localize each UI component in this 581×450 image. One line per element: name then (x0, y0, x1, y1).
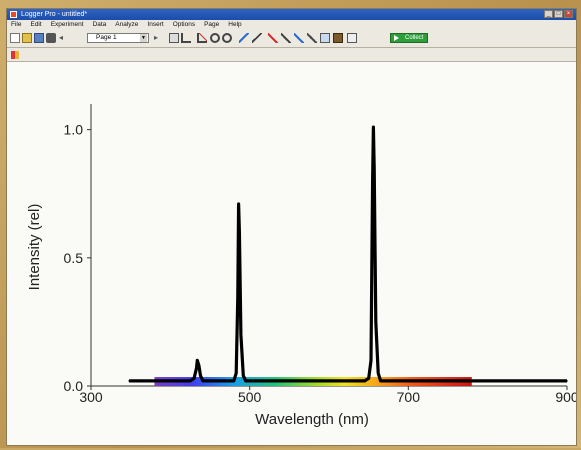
close-icon[interactable]: × (564, 10, 573, 18)
x-axis-label: Wavelength (nm) (255, 411, 369, 428)
new-file-icon[interactable] (10, 33, 20, 43)
tangent-icon[interactable] (252, 33, 262, 43)
spectrum-data-point (238, 231, 241, 233)
spectrum-data-point (242, 374, 245, 377)
spectrum-data-point (370, 359, 372, 362)
spectrum-data-point (233, 380, 235, 382)
y-tick-label: 0.5 (64, 250, 84, 266)
curve-fit-icon[interactable] (307, 33, 317, 43)
table-icon[interactable] (169, 33, 179, 43)
spectrum-data-point (363, 380, 366, 382)
collect-label: Collect (405, 35, 424, 41)
autoscale-icon[interactable] (197, 33, 207, 43)
next-page-icon[interactable]: ▸ (154, 33, 159, 42)
spectrum-data-point (128, 380, 130, 382)
logger-pro-window: Logger Pro - untitled* _ □ × File Edit E… (6, 8, 579, 446)
spectrum-data-point (407, 380, 410, 382)
play-icon (394, 35, 399, 41)
chart-series (128, 125, 568, 383)
spectrum-data-point (205, 380, 207, 382)
spectrum-data-point (244, 380, 247, 382)
graph-icon[interactable] (181, 33, 191, 43)
menu-experiment[interactable]: Experiment (50, 21, 84, 28)
spectrum-data-point (371, 180, 374, 182)
spectrum-data-point (202, 380, 204, 382)
spectrum-data-point (189, 380, 191, 382)
spectrum-data-point (379, 380, 382, 382)
save-icon[interactable] (34, 33, 44, 43)
menu-insert[interactable]: Insert (147, 21, 164, 28)
toolbar: ◂ Page 1 ▼ ▸ Collect (7, 30, 576, 48)
spectrum-data-point (264, 380, 267, 382)
app-icon (10, 11, 17, 18)
chevron-down-icon: ▼ (140, 34, 147, 42)
x-tick-label: 700 (397, 389, 421, 405)
x-tick-label: 500 (238, 389, 262, 405)
text-annotation-icon[interactable] (333, 33, 343, 43)
page-tab-bar (7, 48, 576, 62)
spectrum-data-point (198, 364, 200, 367)
open-folder-icon[interactable] (22, 33, 32, 43)
spectrum-data-point (328, 380, 330, 382)
graph-area[interactable]: 300 500 700 900 0.0 0.5 1.0 Wavelength (nm) In… (7, 62, 579, 445)
print-icon[interactable] (46, 33, 56, 43)
chart-background (7, 62, 576, 445)
integral-icon[interactable] (268, 33, 278, 43)
spectrum-data-point (367, 377, 370, 380)
page-select-value: Page 1 (96, 34, 117, 41)
notes-icon[interactable] (347, 33, 357, 43)
spectrum-data-point (196, 359, 199, 362)
menu-data[interactable]: Data (92, 21, 107, 28)
menu-page[interactable]: Page (204, 21, 220, 28)
y-tick-label: 1.0 (64, 122, 84, 138)
x-tick-label: 900 (555, 389, 576, 405)
graph-page-icon[interactable] (11, 51, 19, 59)
spectrum-data-point (566, 380, 568, 382)
menu-file[interactable]: File (11, 21, 22, 28)
spectrum-data-point (193, 377, 195, 380)
spectrum-data-point (225, 380, 227, 382)
title-bar: Logger Pro - untitled* _ □ × (7, 9, 576, 20)
spectrum-data-point (235, 372, 237, 375)
spectrum-data-point (195, 367, 198, 369)
y-tick-label: 0.0 (64, 378, 84, 394)
statistics-icon[interactable] (281, 33, 291, 43)
linear-fit-icon[interactable] (294, 33, 304, 43)
spectrum-data-point (153, 380, 156, 382)
menu-options[interactable]: Options (172, 21, 196, 28)
window-controls: _ □ × (544, 10, 573, 18)
spectrum-series-line (129, 125, 567, 383)
spectrum-data-point (471, 380, 473, 382)
spectrum-data-point (237, 295, 239, 298)
spectrum-data-point (237, 203, 240, 205)
menu-edit[interactable]: Edit (30, 21, 42, 28)
y-axis-label: Intensity (rel) (26, 204, 43, 291)
zoom-in-icon[interactable] (210, 33, 220, 43)
maximize-icon[interactable]: □ (554, 10, 563, 18)
chart-ticks: 300 500 700 900 0.0 0.5 1.0 (64, 122, 579, 405)
model-icon[interactable] (320, 33, 330, 43)
zoom-out-icon[interactable] (222, 33, 232, 43)
previous-page-icon[interactable]: ◂ (59, 33, 64, 42)
spectrum-data-point (375, 321, 377, 323)
menu-analyze[interactable]: Analyze (115, 21, 139, 28)
spectrum-data-point (526, 380, 529, 382)
spectrum-data-point (240, 333, 242, 336)
collect-button[interactable]: Collect (390, 33, 428, 43)
minimize-icon[interactable]: _ (544, 10, 553, 18)
page-select[interactable]: Page 1 ▼ (87, 33, 149, 43)
x-tick-label: 300 (79, 389, 103, 405)
spectrum-data-point (377, 372, 380, 375)
spectrum-data-point (373, 167, 376, 169)
examine-icon[interactable] (239, 33, 249, 43)
spectrum-data-point (199, 374, 202, 377)
spectrum-chart[interactable]: 300 500 700 900 0.0 0.5 1.0 Wavelength (nm) In… (7, 62, 579, 445)
window-title: Logger Pro - untitled* (21, 11, 88, 18)
spectrum-data-point (372, 126, 375, 128)
menu-bar: File Edit Experiment Data Analyze Insert… (7, 20, 576, 30)
menu-help[interactable]: Help (228, 21, 242, 28)
